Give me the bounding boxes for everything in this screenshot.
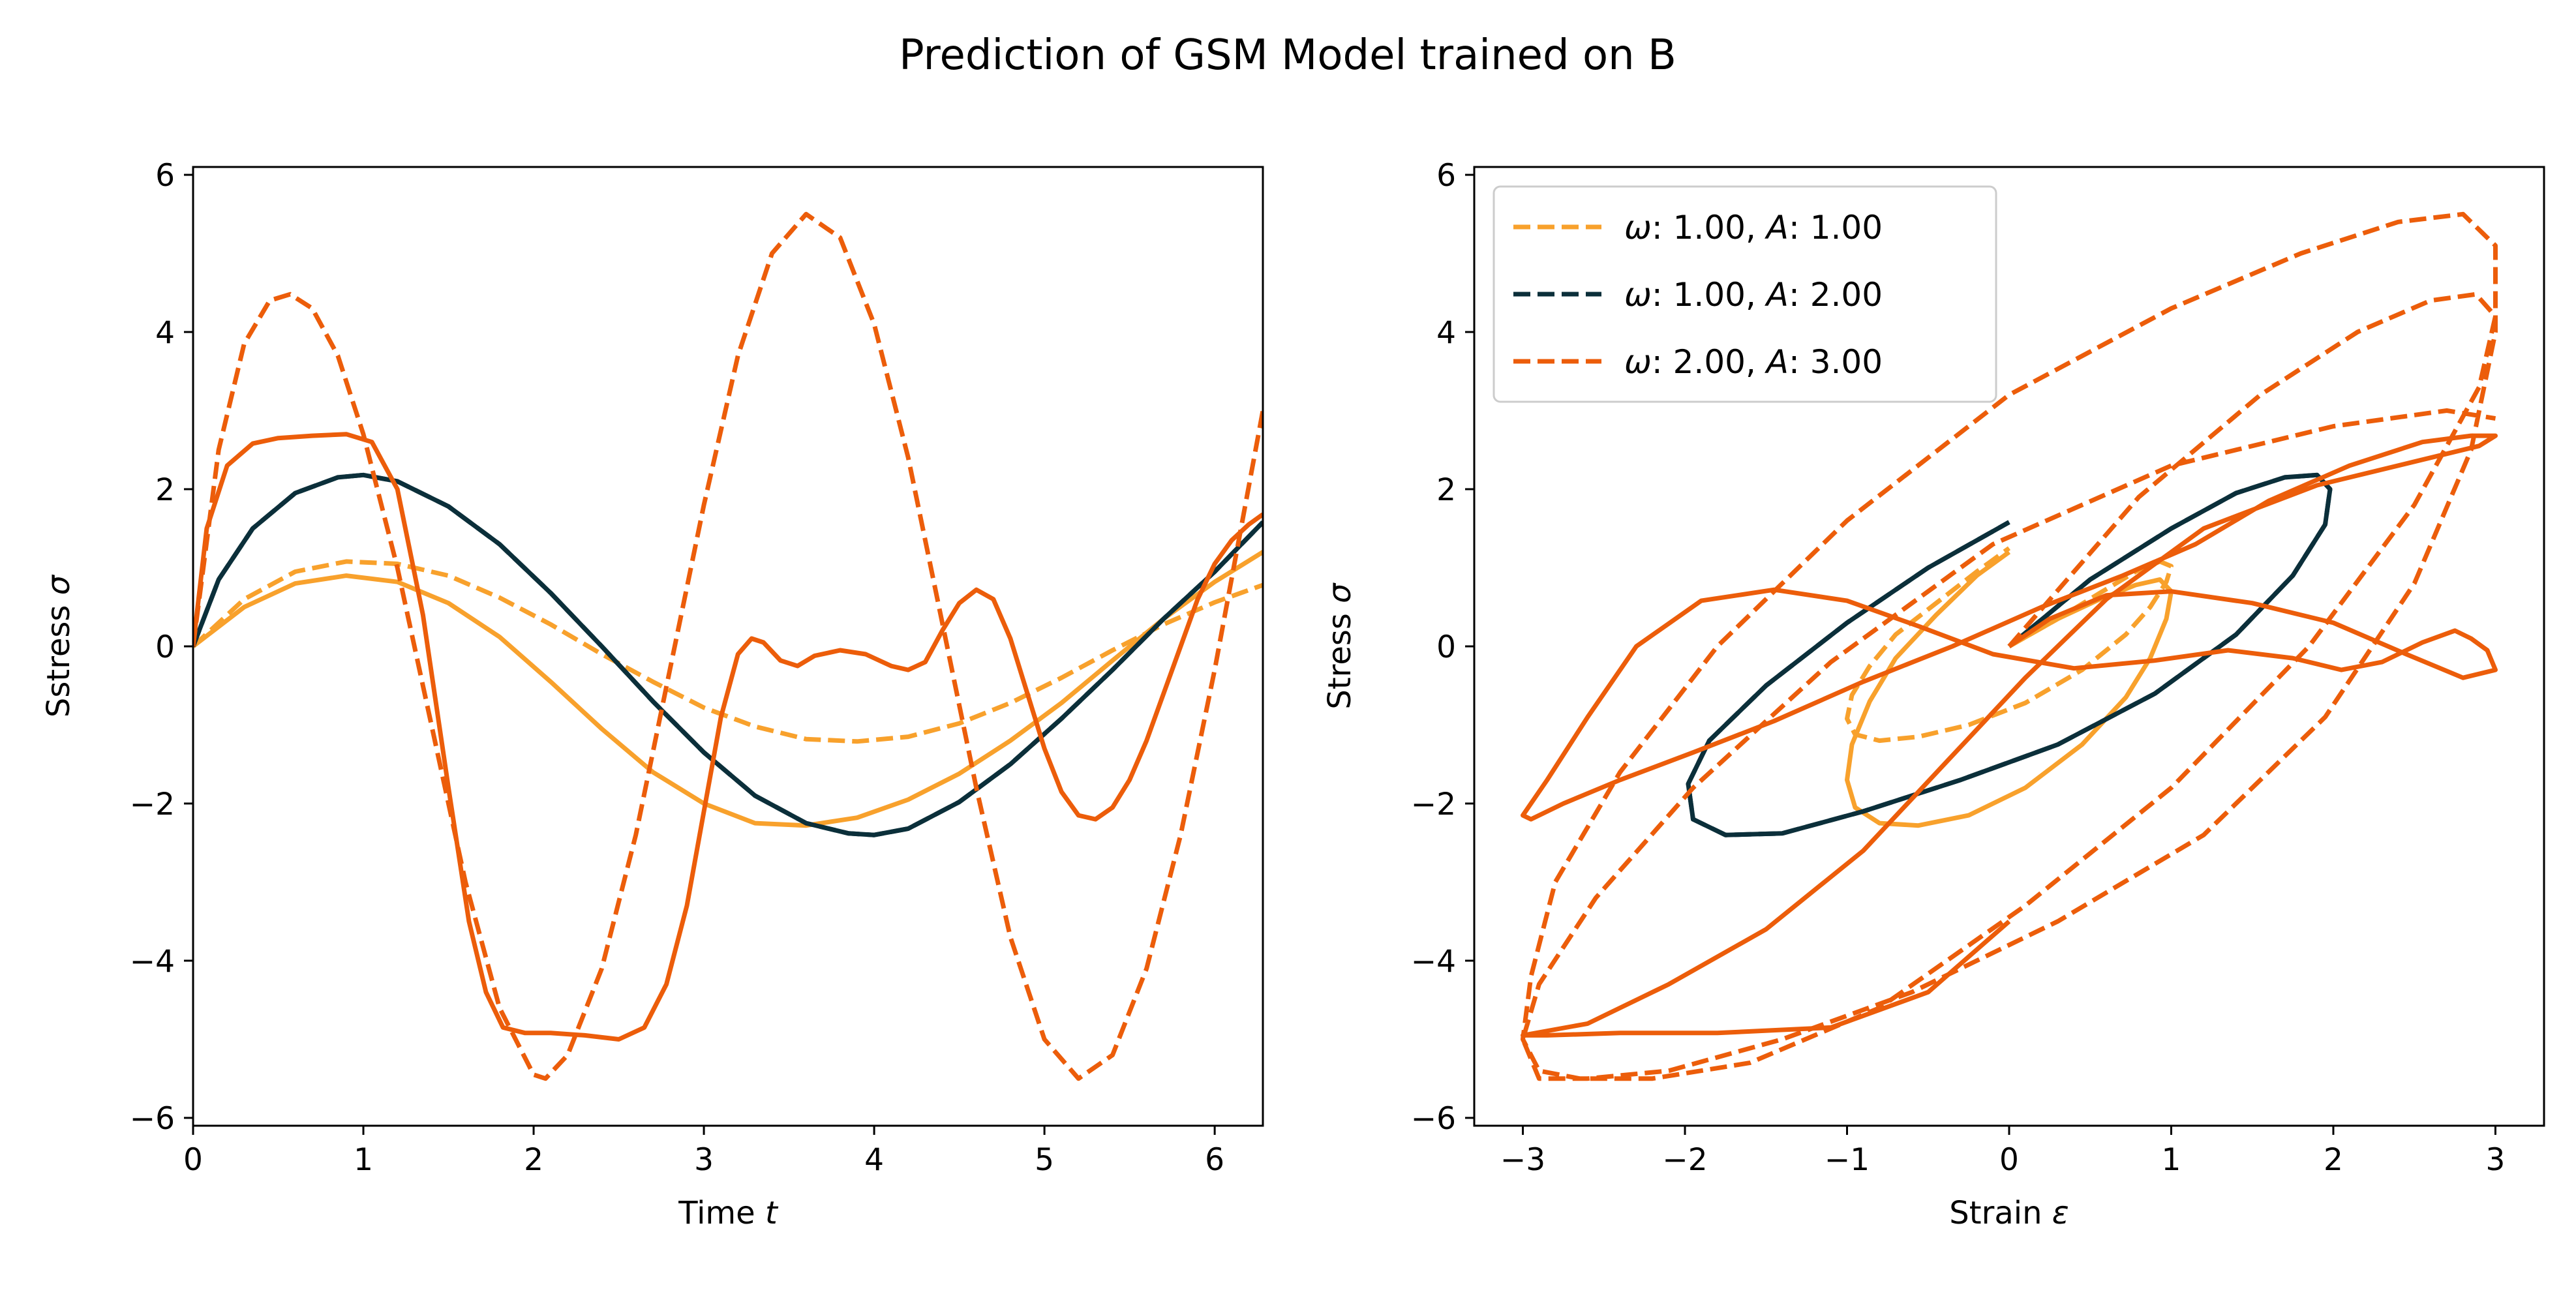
legend-label: ω: 2.00, A: 3.00 (1624, 343, 1883, 381)
x-tick-label: 0 (183, 1142, 203, 1178)
x-tick-label: −3 (1500, 1142, 1545, 1178)
x-tick-label: 0 (1999, 1142, 2019, 1178)
x-tick-label: 2 (524, 1142, 543, 1178)
x-tick-label: 1 (2162, 1142, 2181, 1178)
y-tick-label: 2 (155, 472, 175, 508)
time-history-plot: 0 1 2 3 4 5 6 −6 −4 −2 0 2 4 6 Time t Sstress σ (40, 158, 1264, 1231)
x-tick-label: 2 (2324, 1142, 2343, 1178)
y-tick-label: −2 (1411, 787, 1456, 822)
x-axis-label: Time t (678, 1195, 779, 1231)
y-axis-label: Stress σ (1322, 582, 1358, 710)
x-tick-label: 5 (1035, 1142, 1054, 1178)
stress-strain-plot: −3 −2 −1 0 1 2 3 −6 −4 −2 0 2 4 6 Strain ε Stress σ ω: 1… (1322, 158, 2545, 1231)
y-tick-label: 6 (1436, 158, 1456, 194)
x-tick-label: 4 (864, 1142, 884, 1178)
x-axis-label: Strain ε (1949, 1195, 2068, 1231)
y-tick-label: 4 (155, 315, 175, 351)
y-tick-label: 0 (155, 629, 175, 665)
x-tick-label: 3 (694, 1142, 714, 1178)
left-axes-frame (192, 166, 1264, 1127)
legend-box (1493, 185, 1997, 403)
y-tick-label: −6 (130, 1101, 175, 1137)
x-tick-label: 6 (1205, 1142, 1224, 1178)
legend-label: ω: 1.00, A: 2.00 (1624, 276, 1883, 314)
series-line-5 (193, 211, 1263, 1081)
y-tick-label: −6 (1411, 1101, 1456, 1137)
x-tick-label: −1 (1825, 1142, 1870, 1178)
series-line-1 (193, 559, 1263, 744)
series-line-4 (193, 472, 1263, 837)
x-tick-label: −2 (1662, 1142, 1707, 1178)
x-tick-label: 1 (354, 1142, 373, 1178)
series-line-2 (1845, 550, 2174, 828)
series-line-6 (193, 432, 1263, 1042)
legend-label: ω: 1.00, A: 1.00 (1624, 209, 1883, 247)
x-tick-label: 3 (2486, 1142, 2506, 1178)
legend: ω: 1.00, A: 1.00 ω: 1.00, A: 2.00 ω: 2.00,… (1493, 185, 1997, 403)
series-line-2 (193, 550, 1263, 828)
series-line-5 (1521, 211, 2498, 1081)
y-tick-label: −4 (1411, 944, 1456, 980)
figure-title: Prediction of GSM Model trained on B (899, 31, 1676, 80)
y-tick-label: 4 (1436, 315, 1456, 351)
y-tick-label: 2 (1436, 472, 1456, 508)
y-tick-label: −2 (130, 787, 175, 822)
series-line-6 (1521, 433, 2498, 1038)
y-tick-label: 6 (155, 158, 175, 194)
y-axis-label: Sstress σ (40, 574, 77, 717)
series-line-4 (1686, 472, 2333, 837)
y-tick-label: 0 (1436, 629, 1456, 665)
y-tick-label: −4 (130, 944, 175, 980)
